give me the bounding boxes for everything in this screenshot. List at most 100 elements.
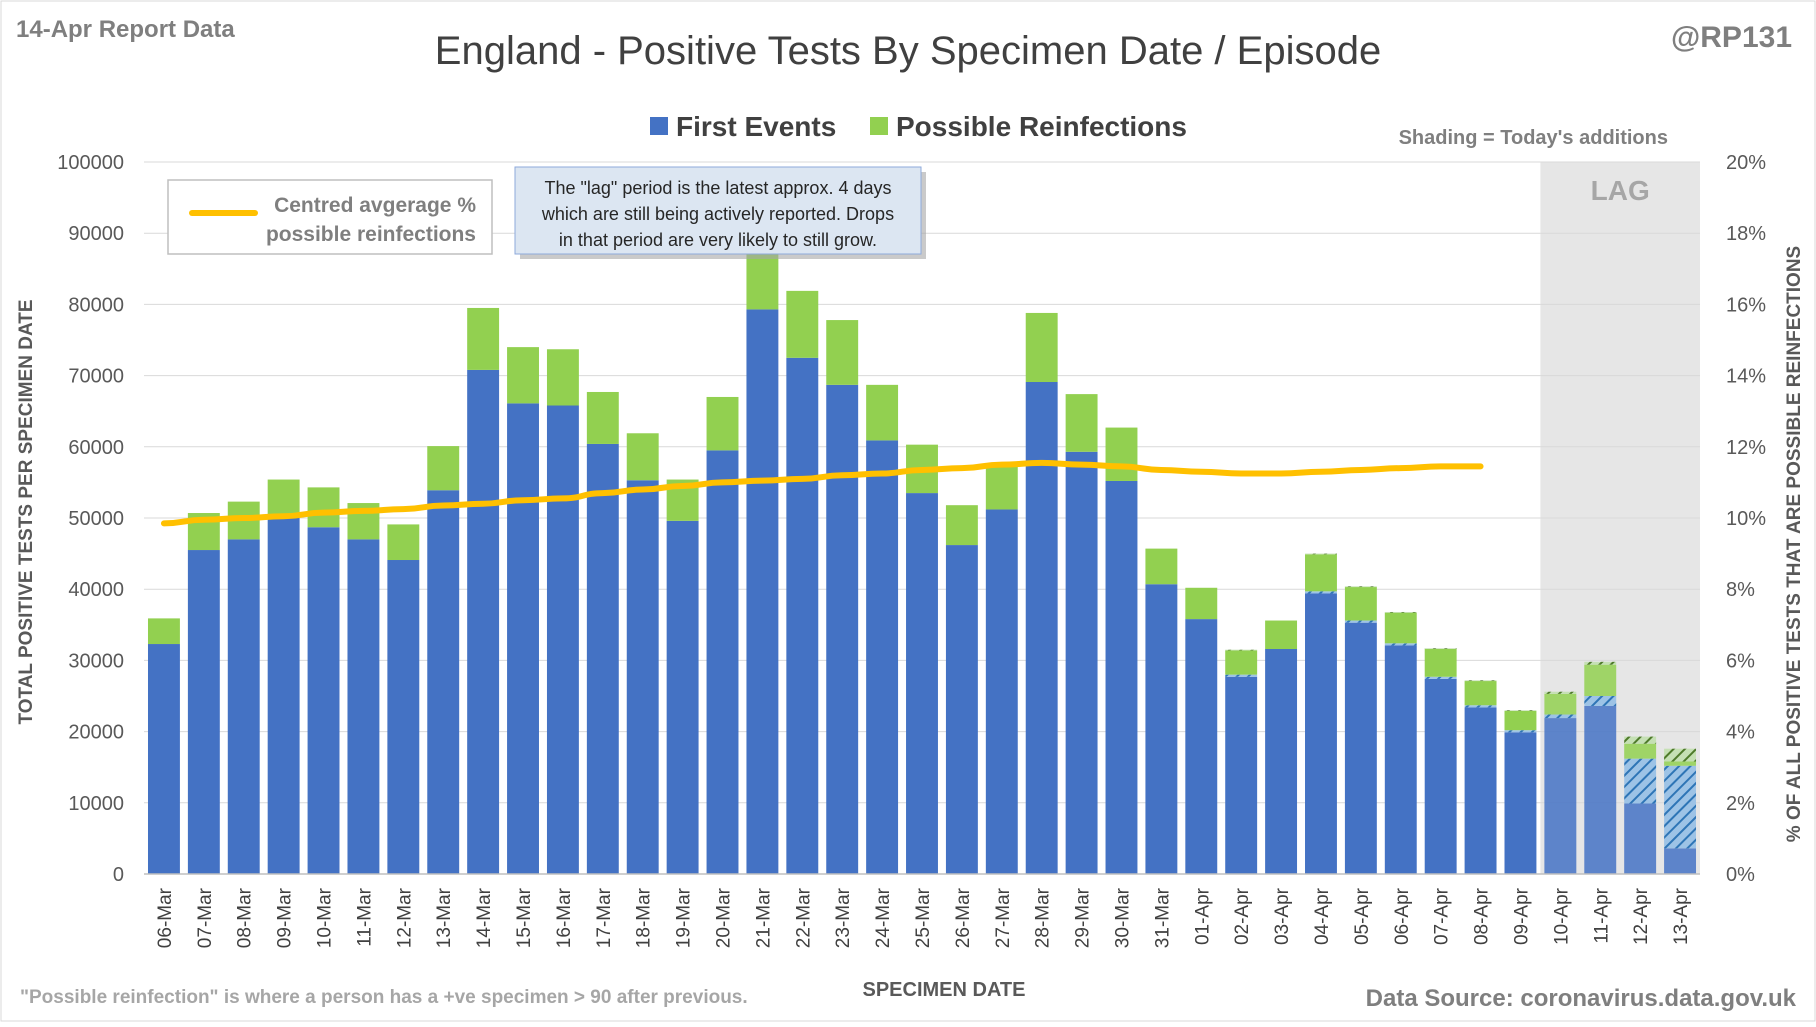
bar-possible-reinfections-today <box>1384 611 1417 613</box>
line-legend-label-2: possible reinfections <box>266 223 476 246</box>
bar-first-events <box>1464 707 1497 874</box>
bar-first-events <box>546 405 579 874</box>
x-tick-label: 26-Mar <box>953 887 974 948</box>
bar-first-events <box>945 545 978 874</box>
bar-first-events <box>1065 451 1098 874</box>
axes: 0 10000 20000 30000 40000 50000 60000 70000 8000… <box>57 152 1766 948</box>
bar-first-events-today <box>1624 758 1657 804</box>
bar-possible-reinfections-today <box>1584 661 1617 665</box>
bar-first-events <box>746 309 779 874</box>
x-tick-label: 09-Mar <box>275 887 296 948</box>
bar-possible-reinfections-today <box>1624 736 1657 744</box>
x-tick-label: 08-Mar <box>235 887 256 948</box>
bar-possible-reinfections <box>147 618 180 645</box>
bar-first-events <box>227 539 260 874</box>
author-handle: @RP131 <box>1671 21 1792 54</box>
bar-first-events <box>906 493 938 874</box>
x-tick-label: 02-Apr <box>1232 887 1253 945</box>
x-tick-label: 11-Apr <box>1591 887 1612 943</box>
bar-possible-reinfections <box>1544 693 1577 715</box>
line-legend-label-1: Centred avgerage % <box>274 194 476 217</box>
bar-first-events <box>826 384 859 874</box>
line-legend-box <box>167 179 493 255</box>
y-tick-label: 80000 <box>68 294 124 316</box>
bar-possible-reinfections <box>1584 664 1617 696</box>
bar-possible-reinfections-today <box>1504 710 1537 711</box>
x-tick-label: 10-Mar <box>315 887 336 948</box>
x-axis-title: SPECIMEN DATE <box>863 979 1026 1001</box>
y-tick-label: 20000 <box>68 722 124 744</box>
bar-first-events-today <box>1424 676 1457 679</box>
bar-first-events-today <box>1504 730 1537 733</box>
bar-first-events <box>1424 678 1457 874</box>
y-tick-label: 90000 <box>68 223 124 245</box>
x-tick-label: 14-Mar <box>474 887 495 948</box>
bar-possible-reinfections <box>1145 548 1178 585</box>
y-tick-label: 30000 <box>68 650 124 672</box>
bar-possible-reinfections-today <box>1225 649 1258 651</box>
x-tick-label: 28-Mar <box>1033 887 1054 948</box>
bar-possible-reinfections <box>307 487 340 528</box>
x-tick-label: 15-Mar <box>514 887 535 948</box>
bar-first-events <box>706 450 739 874</box>
y2-tick-label: 12% <box>1726 437 1766 459</box>
bar-first-events <box>626 480 659 874</box>
bar-possible-reinfections <box>1225 650 1258 675</box>
x-tick-label: 12-Mar <box>394 887 415 948</box>
y2-tick-label: 8% <box>1726 579 1755 601</box>
bar-first-events <box>267 518 300 874</box>
bar-possible-reinfections <box>626 433 659 481</box>
y-tick-label: 60000 <box>68 437 124 459</box>
legend-swatch-first-events <box>650 117 668 135</box>
annotation-line-3: in that period are very likely to still … <box>559 230 877 250</box>
y2-tick-label: 4% <box>1726 722 1755 744</box>
bar-possible-reinfections <box>546 349 579 406</box>
x-tick-label: 01-Apr <box>1192 887 1213 945</box>
x-tick-label: 11-Mar <box>354 887 375 946</box>
bar-possible-reinfections <box>387 524 420 561</box>
bar-first-events <box>666 520 699 874</box>
bar-possible-reinfections <box>1624 743 1657 759</box>
bar-first-events <box>427 490 460 874</box>
bar-first-events <box>307 527 340 874</box>
bar-possible-reinfections <box>1105 427 1138 481</box>
y2-tick-label: 20% <box>1726 152 1766 174</box>
bar-first-events <box>1584 705 1617 874</box>
y2-tick-label: 16% <box>1726 294 1766 316</box>
y2-tick-label: 18% <box>1726 223 1766 245</box>
x-tick-label: 07-Apr <box>1432 887 1453 945</box>
report-date-label: 14-Apr Report Data <box>16 16 235 43</box>
bar-possible-reinfections <box>507 347 539 404</box>
annotation-box <box>514 166 922 255</box>
bar-possible-reinfections <box>1025 312 1058 383</box>
bar-first-events <box>1185 619 1218 874</box>
bar-possible-reinfections <box>586 391 619 444</box>
y-tick-label: 70000 <box>68 366 124 388</box>
x-tick-label: 13-Mar <box>434 887 455 948</box>
bar-possible-reinfections <box>706 396 739 451</box>
y2-tick-label: 2% <box>1726 793 1755 815</box>
bar-first-events <box>985 509 1018 874</box>
y2-tick-label: 0% <box>1726 864 1755 886</box>
annotation-line-2: which are still being actively reported.… <box>541 204 894 224</box>
bar-first-events <box>1145 584 1178 874</box>
bar-first-events <box>1025 382 1058 874</box>
bar-first-events <box>507 403 539 874</box>
bar-first-events <box>187 550 220 874</box>
bar-possible-reinfections <box>1185 587 1218 620</box>
y2-axis-title: % OF ALL POSITIVE TESTS THAT ARE POSSIBL… <box>1784 246 1805 842</box>
y-tick-label: 0 <box>113 864 124 886</box>
bar-possible-reinfections-today <box>1664 748 1697 762</box>
x-tick-label: 25-Mar <box>913 887 934 948</box>
x-tick-label: 19-Mar <box>674 887 695 948</box>
bar-possible-reinfections <box>945 505 978 546</box>
bar-first-events <box>1664 848 1697 874</box>
x-tick-label: 22-Mar <box>793 887 814 948</box>
bar-first-events <box>1225 676 1258 874</box>
y-tick-label: 50000 <box>68 508 124 530</box>
x-tick-label: 06-Mar <box>155 887 176 948</box>
x-tick-label: 10-Apr <box>1551 887 1572 945</box>
bar-first-events <box>1384 645 1417 874</box>
bar-possible-reinfections-today <box>1544 691 1577 694</box>
